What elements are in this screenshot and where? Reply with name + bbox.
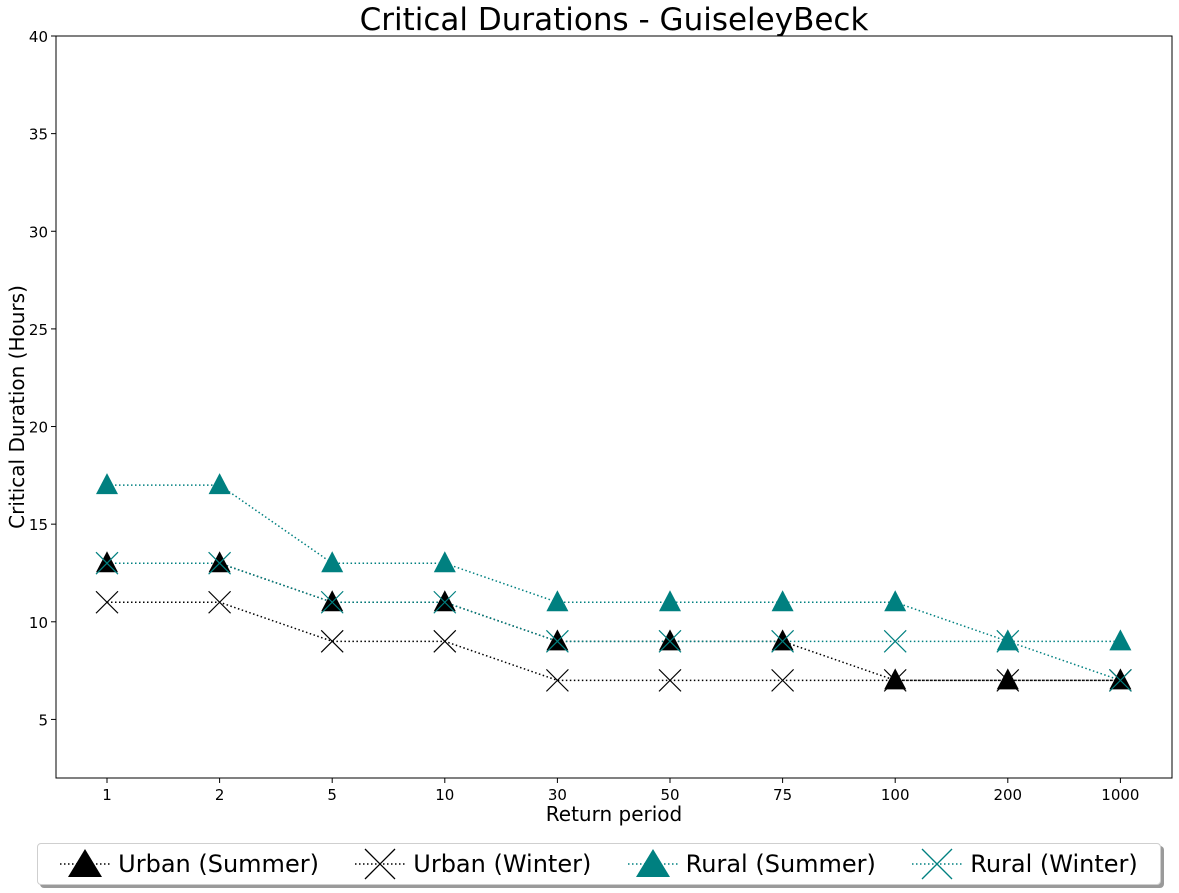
data-point-triangle — [96, 551, 118, 573]
series-line — [107, 601, 1121, 682]
data-point-triangle — [208, 551, 231, 573]
legend-item-urban-summer: Urban (Summer) — [60, 846, 319, 882]
x-tick-label: 2 — [215, 786, 225, 804]
data-point-x — [771, 629, 795, 653]
data-point-x — [658, 668, 682, 692]
x-tick-label: 10 — [435, 786, 454, 804]
data-point-triangle — [1109, 629, 1132, 651]
legend-label: Urban (Winter) — [413, 850, 592, 878]
data-point-x — [545, 629, 569, 653]
y-tick-label: 5 — [38, 711, 48, 729]
y-tick-label: 35 — [29, 126, 48, 144]
legend-marker-triangle-icon — [60, 849, 111, 877]
data-point-triangle — [208, 473, 231, 495]
legend-marker-triangle-icon — [627, 849, 678, 877]
data-point-triangle — [996, 668, 1019, 690]
series-line — [107, 562, 1121, 682]
data-point-triangle — [321, 590, 344, 612]
data-point-triangle — [546, 629, 569, 651]
data-point-x — [883, 668, 907, 692]
legend-item-urban-winter: Urban (Winter) — [355, 846, 591, 882]
data-point-x — [95, 551, 119, 575]
legend-marker-x-icon — [355, 848, 406, 880]
data-point-x — [320, 629, 344, 653]
y-tick-label: 15 — [29, 516, 48, 534]
plot-frame — [55, 35, 1173, 779]
data-point-x — [545, 668, 569, 692]
data-point-x — [208, 590, 232, 614]
data-point-x — [208, 551, 232, 575]
data-point-triangle — [433, 551, 456, 573]
series-line — [107, 484, 1121, 643]
series-line — [107, 562, 1121, 682]
x-tick-label: 200 — [993, 786, 1022, 804]
data-point-triangle — [884, 590, 907, 612]
y-tick-label: 30 — [29, 223, 48, 241]
y-tick-label: 10 — [29, 614, 48, 632]
data-point-x — [883, 629, 907, 653]
data-point-x — [996, 668, 1020, 692]
data-point-triangle — [771, 629, 794, 651]
data-point-triangle — [884, 668, 907, 690]
x-axis-label: Return period — [546, 802, 682, 826]
data-point-x — [1108, 668, 1132, 692]
data-point-x — [433, 590, 457, 614]
data-point-triangle — [1109, 668, 1132, 690]
data-point-x — [658, 629, 682, 653]
data-point-triangle — [321, 551, 344, 573]
x-tick-label: 75 — [773, 786, 792, 804]
data-point-x — [771, 668, 795, 692]
y-axis-label: Critical Duration (Hours) — [5, 285, 29, 529]
data-point-x — [95, 590, 119, 614]
x-tick-label: 5 — [327, 786, 337, 804]
legend-marker-x-icon — [912, 848, 963, 880]
chart-title: Critical Durations - GuiseleyBeck — [360, 2, 869, 38]
legend-label: Rural (Winter) — [970, 850, 1138, 878]
x-tick-label: 100 — [881, 786, 910, 804]
x-tick-label: 1 — [102, 786, 112, 804]
data-point-triangle — [659, 629, 681, 651]
x-tick-label: 50 — [660, 786, 679, 804]
data-point-triangle — [996, 629, 1019, 651]
y-tick-label: 40 — [29, 28, 48, 46]
y-tick-label: 20 — [29, 419, 48, 437]
y-tick-label: 25 — [29, 321, 48, 339]
legend-item-rural-winter: Rural (Winter) — [912, 846, 1138, 882]
data-point-x — [996, 629, 1020, 653]
data-point-triangle — [771, 590, 794, 612]
data-point-triangle — [659, 590, 681, 612]
legend-item-rural-summer: Rural (Summer) — [627, 846, 876, 882]
data-point-x — [433, 629, 457, 653]
x-tick-label: 1000 — [1101, 786, 1139, 804]
data-point-triangle — [546, 590, 569, 612]
data-point-x — [320, 590, 344, 614]
x-tick-label: 30 — [548, 786, 567, 804]
legend: Urban (Summer) Urban (Winter) Rural (Sum… — [37, 843, 1161, 885]
data-point-triangle — [96, 473, 118, 495]
legend-label: Urban (Summer) — [118, 850, 319, 878]
data-point-triangle — [433, 590, 456, 612]
legend-label: Rural (Summer) — [685, 850, 876, 878]
